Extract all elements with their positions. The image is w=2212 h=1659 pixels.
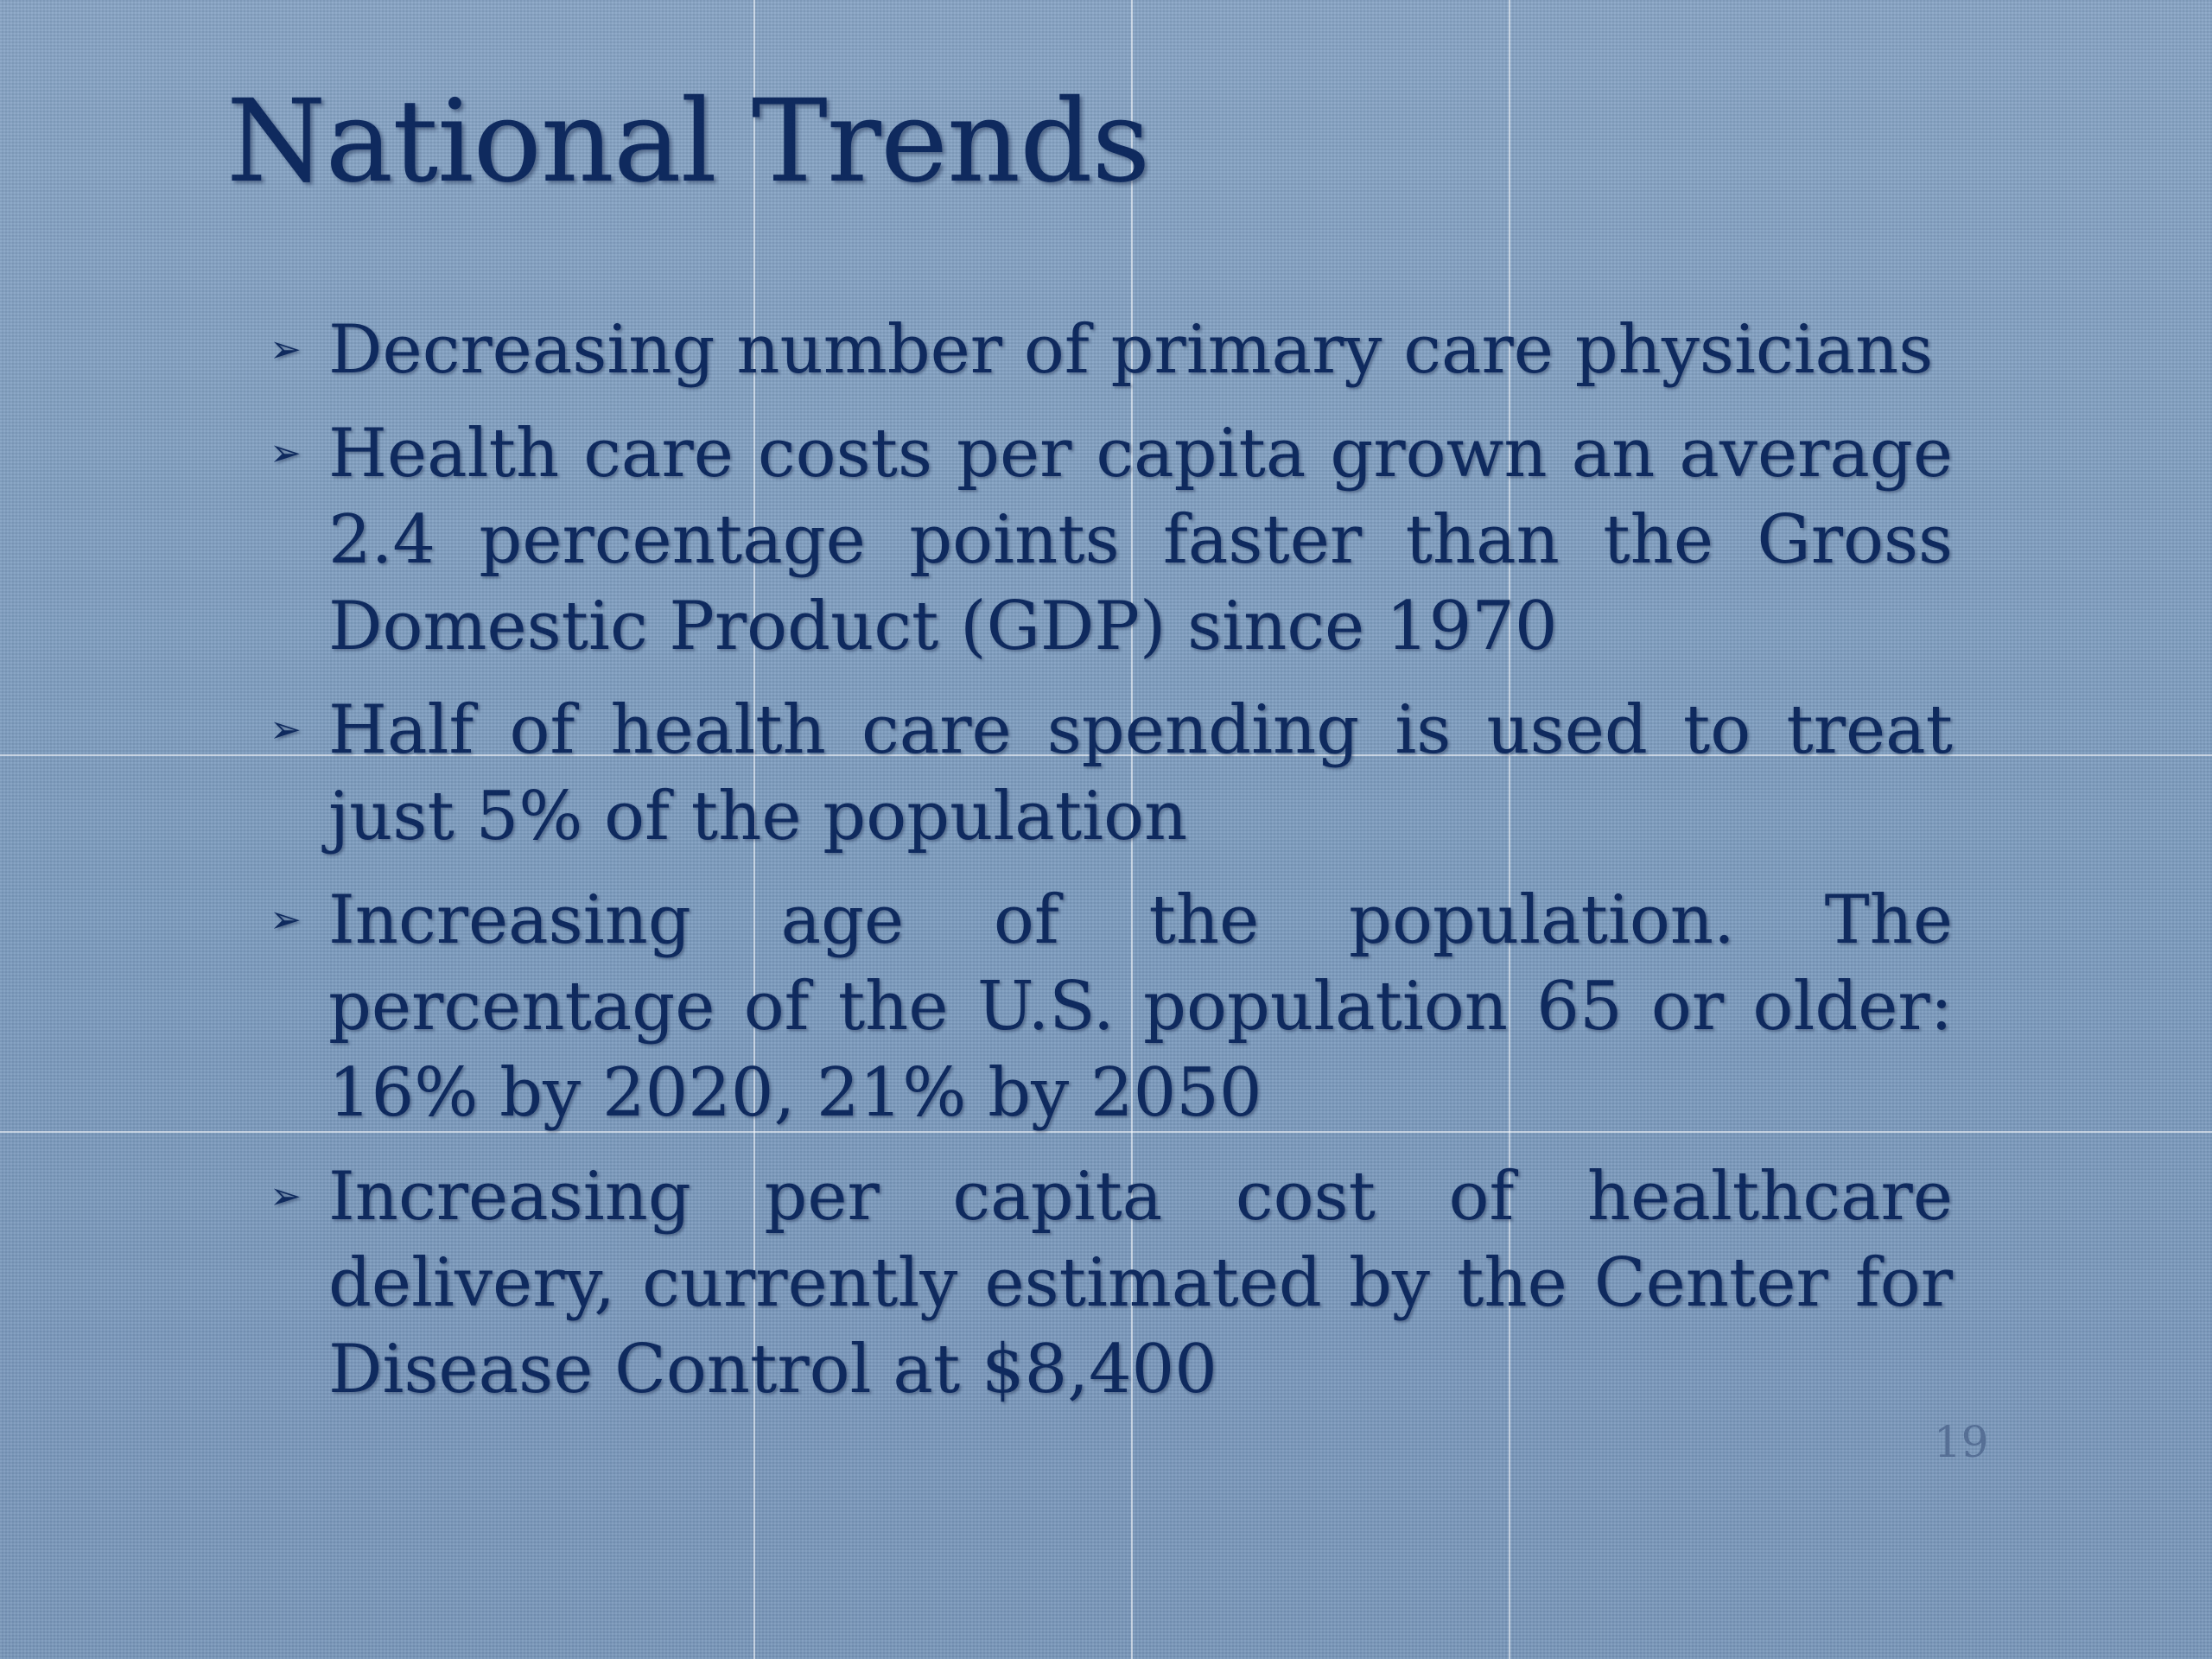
grid-line bbox=[0, 754, 2212, 756]
bullet-item: ➢ Increasing age of the population. The … bbox=[259, 877, 1953, 1136]
bullet-item: ➢ Health care costs per capita grown an … bbox=[259, 410, 1953, 670]
bullet-text: Half of health care spending is used to … bbox=[328, 691, 1953, 855]
bullet-text: Increasing age of the population. The pe… bbox=[328, 881, 1953, 1132]
bullet-item: ➢ Increasing per capita cost of healthca… bbox=[259, 1154, 1953, 1413]
grid-line bbox=[1509, 0, 1510, 1659]
grid-line bbox=[753, 0, 755, 1659]
bullet-text: Increasing per capita cost of healthcare… bbox=[328, 1158, 1953, 1408]
page-number: 19 bbox=[1934, 1417, 1989, 1467]
bullet-text: Health care costs per capita grown an av… bbox=[328, 415, 1953, 665]
bullet-item: ➢ Half of health care spending is used t… bbox=[259, 687, 1953, 860]
arrow-bullet-icon: ➢ bbox=[270, 708, 302, 752]
bullet-item: ➢ Decreasing number of primary care phys… bbox=[259, 307, 1953, 393]
grid-line bbox=[0, 1131, 2212, 1133]
bullet-list: ➢ Decreasing number of primary care phys… bbox=[259, 307, 1953, 1430]
arrow-bullet-icon: ➢ bbox=[270, 431, 302, 475]
arrow-bullet-icon: ➢ bbox=[270, 327, 302, 372]
grid-line bbox=[1131, 0, 1133, 1659]
arrow-bullet-icon: ➢ bbox=[270, 1174, 302, 1218]
slide-title: National Trends bbox=[226, 75, 1150, 208]
arrow-bullet-icon: ➢ bbox=[270, 898, 302, 942]
bullet-text: Decreasing number of primary care physic… bbox=[328, 311, 1934, 389]
